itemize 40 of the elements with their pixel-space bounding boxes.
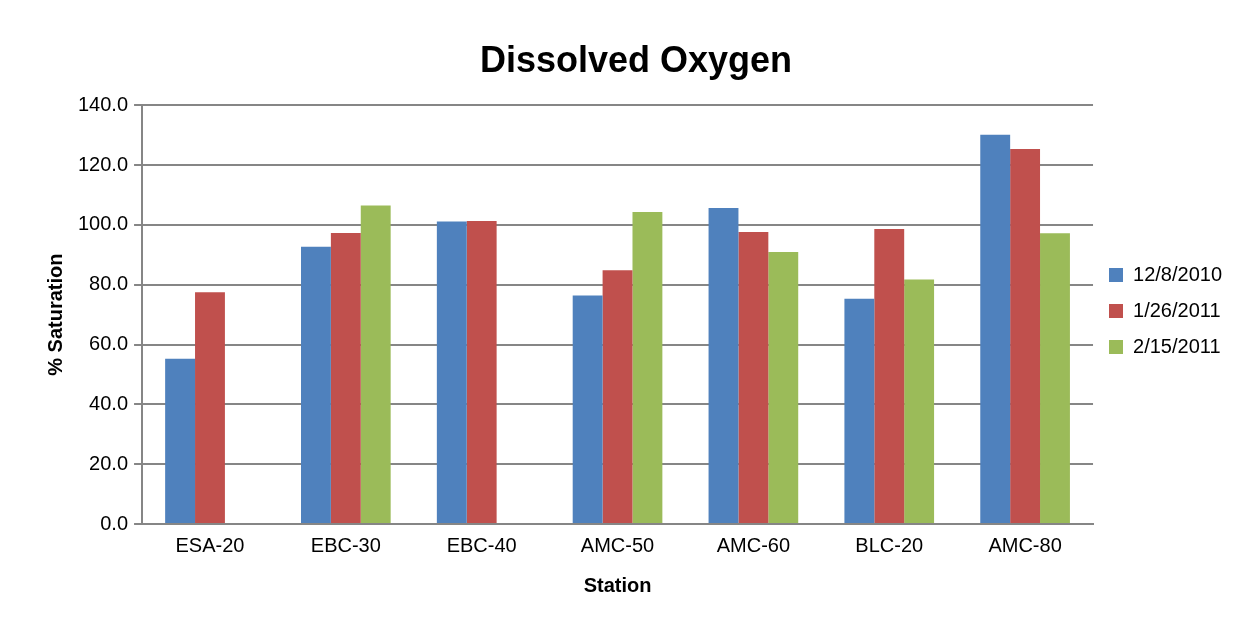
- bar: [330, 232, 361, 523]
- bar: [980, 134, 1011, 523]
- y-tick-label: 120.0: [77, 152, 129, 175]
- bar: [165, 358, 196, 523]
- bar: [632, 211, 663, 523]
- bar: [1040, 233, 1070, 523]
- bar: [844, 298, 875, 523]
- x-tick-label: BLC-20: [855, 533, 924, 556]
- x-axis-title: Station: [583, 573, 652, 596]
- bar: [301, 246, 331, 523]
- bar: [1010, 148, 1041, 523]
- bar: [708, 208, 739, 523]
- x-tick-label: AMC-80: [988, 533, 1062, 556]
- y-tick-label: 80.0: [89, 272, 129, 295]
- bar: [768, 252, 799, 523]
- y-axis-title: % Saturation: [43, 253, 66, 376]
- bar: [738, 232, 769, 523]
- x-tick-label: ESA-20: [175, 533, 245, 556]
- y-tick-label: 100.0: [77, 212, 129, 235]
- bar: [360, 205, 391, 523]
- bar: [602, 270, 633, 523]
- x-tick-label: AMC-50: [580, 533, 655, 556]
- y-tick-label: 140.0: [77, 92, 129, 115]
- chart-title: Dissolved Oxygen: [479, 38, 793, 80]
- bar: [904, 279, 935, 523]
- y-tick-label: 0.0: [100, 511, 129, 534]
- bar: [195, 292, 225, 523]
- bar: [572, 295, 603, 523]
- legend-label: 2/15/2011: [1133, 334, 1221, 357]
- legend-label: 1/26/2011: [1133, 298, 1221, 321]
- bar: [466, 220, 497, 523]
- y-tick-label: 20.0: [89, 451, 129, 474]
- x-tick-label: AMC-60: [716, 533, 791, 556]
- x-tick-label: EBC-30: [310, 533, 381, 556]
- x-tick-label: EBC-40: [446, 533, 517, 556]
- legend-label: 12/8/2010: [1133, 262, 1223, 285]
- bar: [874, 229, 905, 523]
- y-tick-label: 40.0: [89, 391, 129, 414]
- y-tick-label: 60.0: [89, 332, 129, 355]
- bar: [436, 221, 467, 523]
